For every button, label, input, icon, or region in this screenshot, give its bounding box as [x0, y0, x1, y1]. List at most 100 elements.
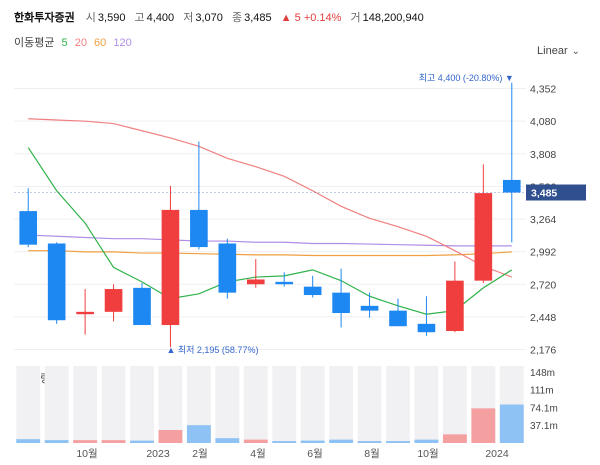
x-axis-label: 2024 [485, 448, 509, 460]
volume-tick-label: 148m [530, 368, 555, 379]
candle-body [133, 287, 151, 326]
low-label: 저 [183, 12, 194, 24]
ma5-legend: 5 [61, 37, 68, 49]
candle-body [104, 289, 123, 312]
volume-bar-background [186, 366, 211, 443]
candle-body [502, 179, 521, 193]
volume-bar [272, 441, 297, 443]
x-axis-label: 4월 [250, 448, 266, 460]
volume-label: 거 [350, 12, 361, 24]
chevron-down-icon: ⌄ [571, 46, 580, 57]
x-axis-label: 10월 [417, 448, 438, 460]
volume-bar-background [215, 366, 240, 443]
volume-bar-background [329, 366, 354, 443]
moving-average-legend[interactable]: 이동평균 5 20 60 120 [14, 34, 136, 50]
ma60-legend: 60 [94, 37, 107, 49]
volume-tick-label: 74.1m [530, 403, 558, 414]
volume-tick-label: 37.1m [530, 421, 558, 432]
volume-value: 148,200,940 [362, 12, 424, 24]
ma120-legend: 120 [113, 37, 132, 49]
volume-bar-background [414, 366, 439, 443]
volume-bar [442, 434, 467, 443]
volume-bar-background [16, 366, 41, 443]
candle-body [76, 311, 94, 315]
change-value: 5 [294, 12, 301, 24]
price-tick-label: 2,448 [530, 312, 556, 324]
candle-body [218, 243, 237, 293]
candle-body [190, 209, 208, 248]
change-arrow-icon: ▲ [280, 12, 292, 24]
volume-bar-background [300, 366, 325, 443]
change-pct: +0.14% [303, 12, 342, 24]
candle-body [389, 310, 407, 327]
candle-body [161, 209, 180, 326]
volume-bar [243, 439, 268, 443]
volume-bar [215, 438, 240, 443]
volume-bar [186, 425, 211, 443]
volume-bar-background [101, 366, 126, 443]
current-price-badge [526, 184, 586, 201]
volume-bar [130, 440, 154, 443]
ma5-line [27, 147, 513, 315]
volume-bar-background [243, 366, 268, 443]
x-axis-label: 10월 [76, 448, 97, 460]
price-tick-label: 4,080 [530, 116, 556, 128]
volume-bar [44, 440, 69, 443]
volume-bar-background [130, 366, 154, 443]
scale-toggle[interactable]: Linear ⌄ [537, 45, 580, 57]
close-value: 3,485 [244, 12, 272, 24]
volume-bar-background [73, 366, 98, 443]
high-annotation: 최고 4,400 (-20.80%) ▼ [419, 73, 514, 83]
volume-bar [158, 430, 183, 443]
volume-bar [386, 441, 410, 443]
volume-bar-background [44, 366, 69, 443]
volume-bar [300, 440, 325, 443]
price-tick-label: 3,808 [530, 149, 556, 161]
candle-body [275, 281, 294, 285]
candle-body [360, 305, 379, 311]
ma120-line [28, 234, 512, 247]
high-value: 4,400 [146, 12, 175, 24]
ma-legend-label: 이동평균 [14, 37, 55, 49]
candle-body [19, 211, 38, 245]
x-axis-label: 8월 [364, 448, 380, 460]
high-label: 고 [134, 12, 145, 24]
volume-bar [414, 439, 439, 443]
current-price-label: 3,485 [531, 188, 557, 200]
ma60-line [28, 250, 512, 257]
x-axis-label: 6월 [307, 448, 323, 460]
volume-tick-label: 111m [530, 386, 554, 397]
candle-body [303, 286, 322, 296]
price-summary: 한화투자증권 시 3,590 고 4,400 저 3,070 종 3,485 ▲ 5 +… [14, 9, 430, 25]
volume-bar [329, 439, 354, 443]
volume-bar-background [386, 366, 410, 443]
volume-bar-background [357, 366, 382, 443]
open-label: 시 [85, 12, 96, 24]
close-label: 종 [231, 12, 243, 24]
candle-body [246, 279, 265, 285]
scale-label: Linear [537, 45, 568, 57]
price-tick-label: 4,352 [530, 84, 556, 96]
volume-bar [101, 440, 126, 443]
candle-body [474, 193, 493, 281]
price-tick-label: 2,176 [530, 344, 556, 356]
candle-body [417, 323, 436, 333]
candle-body [446, 280, 464, 332]
volume-bar [357, 441, 382, 443]
volume-bar-background [158, 366, 183, 443]
stock-name: 한화투자증권 [14, 12, 75, 24]
low-value: 3,070 [195, 12, 223, 24]
price-tick-label: 2,720 [530, 279, 556, 291]
candle-body [332, 292, 350, 314]
low-annotation: ▲ 최저 2,195 (58.77%) [166, 345, 258, 355]
volume-bar [471, 408, 496, 443]
price-tick-label: 2,992 [530, 247, 556, 259]
x-axis-label: 2023 [146, 448, 170, 460]
volume-bar [499, 404, 524, 443]
ma20-line [28, 118, 512, 278]
open-value: 3,590 [97, 12, 126, 24]
volume-bar [16, 439, 41, 443]
volume-bar [73, 440, 98, 443]
